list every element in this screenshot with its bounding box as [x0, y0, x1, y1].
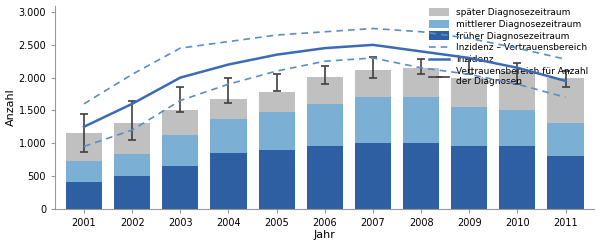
Bar	[355, 70, 391, 97]
Bar	[403, 97, 439, 143]
Bar	[66, 133, 102, 161]
Bar	[451, 78, 487, 107]
Bar	[547, 78, 584, 123]
Bar	[451, 107, 487, 146]
Bar	[403, 68, 439, 97]
Bar	[162, 166, 199, 209]
Bar	[355, 143, 391, 209]
Bar	[355, 97, 391, 143]
Bar	[211, 99, 247, 119]
Bar	[259, 92, 295, 112]
Bar	[307, 77, 343, 105]
Bar	[66, 183, 102, 209]
Bar	[547, 156, 584, 209]
X-axis label: Jahr: Jahr	[314, 231, 336, 240]
Bar	[307, 146, 343, 209]
Bar	[114, 154, 150, 176]
Bar	[547, 123, 584, 156]
Bar	[114, 123, 150, 154]
Bar	[499, 71, 535, 110]
Bar	[307, 105, 343, 146]
Bar	[162, 110, 199, 135]
Bar	[162, 135, 199, 166]
Bar	[403, 143, 439, 209]
Bar	[259, 112, 295, 150]
Bar	[211, 153, 247, 209]
Bar	[451, 146, 487, 209]
Bar	[66, 161, 102, 183]
Bar	[211, 119, 247, 153]
Legend: später Diagnosezeitraum, mittlerer Diagnosezeitraum, früher Diagnosezeitraum, In: später Diagnosezeitraum, mittlerer Diagn…	[427, 6, 590, 88]
Bar	[114, 176, 150, 209]
Bar	[259, 150, 295, 209]
Bar	[499, 146, 535, 209]
Y-axis label: Anzahl: Anzahl	[5, 88, 16, 126]
Bar	[499, 110, 535, 146]
